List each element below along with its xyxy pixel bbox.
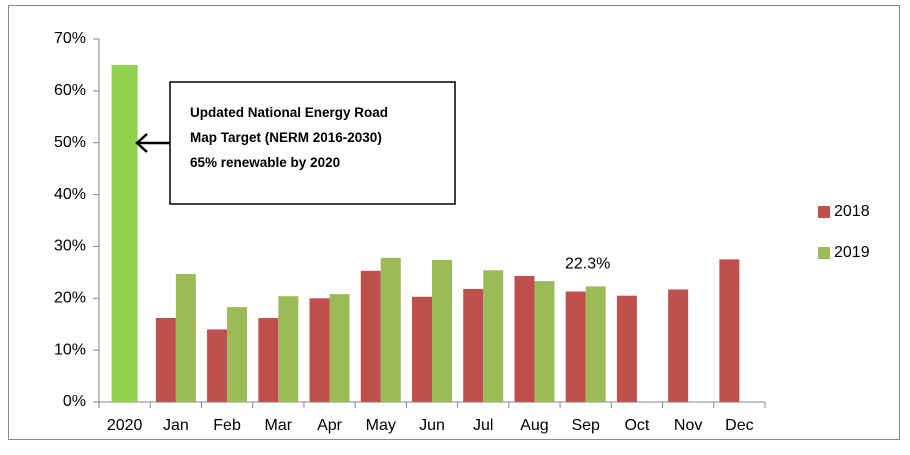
annotation-line: Updated National Energy Road	[190, 105, 388, 120]
x-tick-label: Mar	[265, 417, 293, 434]
bar	[616, 295, 637, 402]
annotation-line: 65% renewable by 2020	[190, 155, 340, 170]
target-bar	[111, 64, 138, 402]
y-tick-label: 50%	[54, 134, 86, 151]
y-tick-label: 10%	[54, 341, 86, 358]
x-tick-label: Nov	[674, 417, 702, 434]
x-tick-label: Apr	[317, 417, 343, 434]
bar	[278, 296, 299, 402]
x-tick-label: Feb	[213, 417, 241, 434]
bar	[412, 296, 432, 402]
y-tick-label: 40%	[54, 186, 86, 203]
x-tick-label: Sep	[571, 417, 600, 434]
legend-label: 2019	[834, 244, 870, 261]
bar	[585, 286, 606, 402]
chart-frame	[8, 5, 900, 440]
bar	[432, 259, 452, 402]
x-tick-label: 2020	[107, 417, 143, 434]
bar	[175, 273, 196, 402]
bar	[668, 289, 689, 402]
bar	[309, 298, 330, 402]
bar	[360, 270, 381, 402]
y-tick-label: 60%	[54, 82, 86, 99]
legend-swatch	[818, 206, 830, 218]
bar	[227, 307, 248, 402]
x-tick-label: May	[366, 417, 396, 434]
bar	[329, 294, 350, 402]
bar	[155, 317, 176, 402]
legend-label: 2018	[834, 203, 870, 220]
y-tick-label: 70%	[54, 30, 86, 47]
bar	[463, 288, 484, 402]
bar	[483, 270, 504, 402]
y-tick-label: 20%	[54, 290, 86, 307]
annotation-line: Map Target (NERM 2016-2030)	[190, 130, 382, 145]
bar	[514, 275, 535, 402]
x-tick-label: Jul	[473, 417, 493, 434]
legend-swatch	[818, 247, 830, 259]
bar	[380, 257, 401, 402]
bar	[719, 259, 740, 402]
x-tick-label: Oct	[624, 417, 649, 434]
data-label: 22.3%	[565, 256, 610, 273]
bar	[258, 317, 279, 402]
annotation-arrow	[135, 133, 170, 153]
y-tick-label: 0%	[63, 393, 86, 410]
bar	[207, 329, 228, 402]
x-tick-label: Jun	[419, 417, 445, 434]
bar	[534, 281, 555, 402]
x-tick-label: Dec	[725, 417, 753, 434]
annotation-box	[169, 81, 456, 205]
bar	[565, 291, 586, 402]
x-tick-label: Aug	[520, 417, 548, 434]
x-tick-label: Jan	[163, 417, 189, 434]
y-tick-label: 30%	[54, 238, 86, 255]
